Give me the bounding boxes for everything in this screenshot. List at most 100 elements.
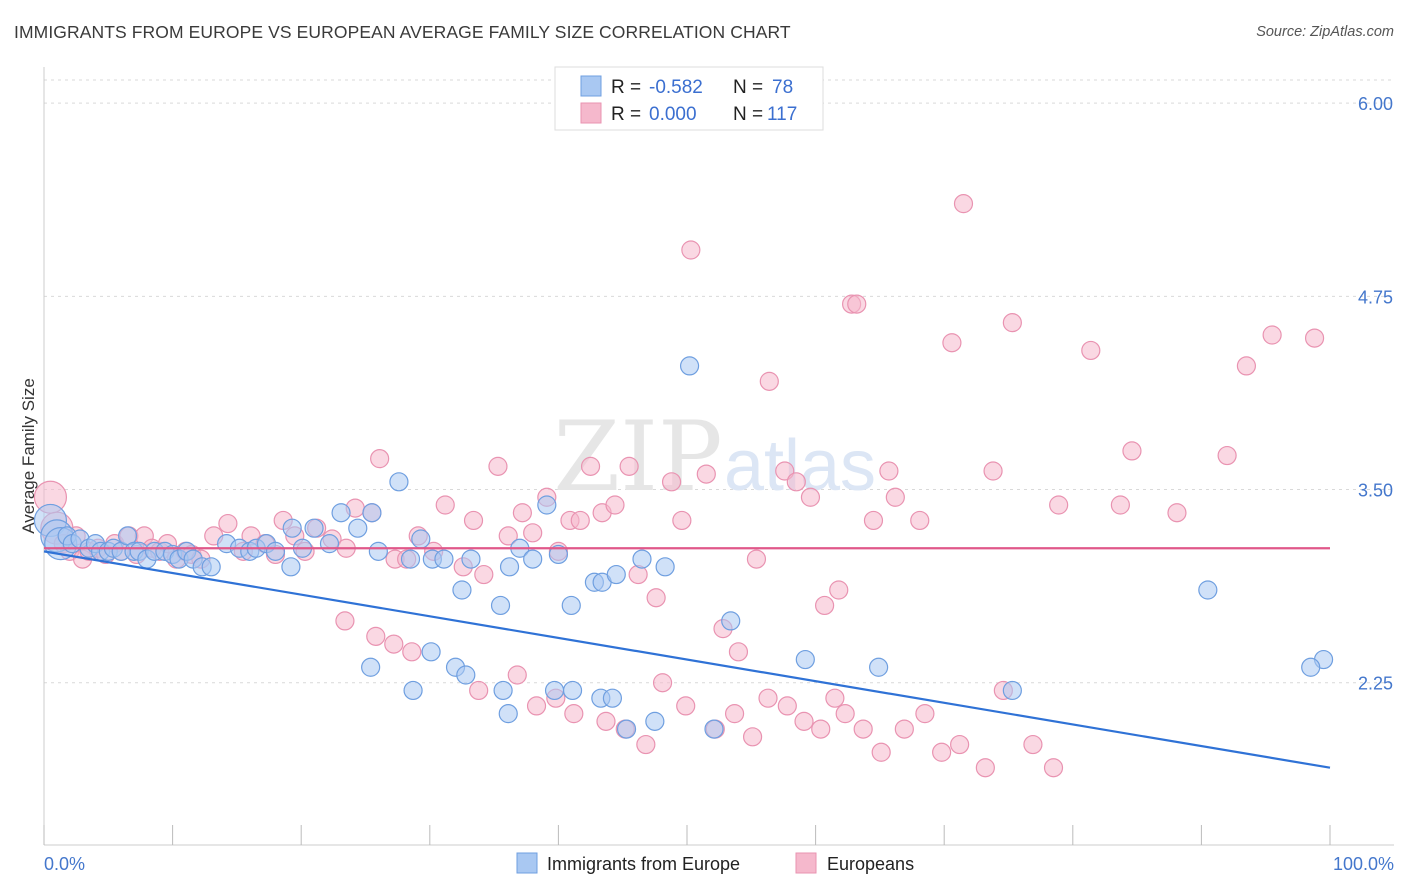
immigrants-point: [1198, 580, 1218, 600]
watermark: ZIP atlas: [553, 401, 876, 513]
immigrants-point: [201, 557, 221, 577]
europeans-point: [1167, 503, 1187, 523]
y-tick-label: 4.75: [1358, 287, 1393, 307]
europeans-point: [786, 472, 806, 492]
immigrants-point: [679, 356, 700, 376]
immigrants-point: [400, 549, 421, 569]
legend-r-value-pink: 0.000: [649, 104, 697, 125]
watermark-atlas: atlas: [724, 426, 876, 506]
europeans-point: [910, 510, 930, 531]
legend-swatch-pink: [580, 102, 602, 124]
europeans-point: [953, 194, 974, 214]
immigrants-point: [282, 518, 302, 538]
europeans-point: [1304, 328, 1325, 348]
europeans-point: [853, 719, 873, 739]
europeans-point: [636, 734, 656, 755]
immigrants-point: [537, 495, 557, 515]
europeans-point: [370, 449, 390, 469]
europeans-point: [800, 487, 821, 507]
europeans-point: [696, 464, 716, 484]
europeans-point: [526, 696, 547, 716]
europeans-point: [1236, 356, 1257, 376]
y-tick-labels: 6.00 4.75 3.50 2.25: [1358, 94, 1393, 694]
europeans-point: [681, 240, 701, 260]
europeans-point: [384, 634, 404, 654]
europeans-point: [523, 523, 543, 543]
bottom-legend-swatch-pink: [795, 852, 817, 874]
immigrants-point: [795, 649, 815, 670]
series-legend: Immigrants from Europe Europeans: [516, 852, 914, 874]
immigrants-point: [645, 711, 665, 731]
europeans-point: [1002, 313, 1022, 333]
europeans-point: [742, 727, 763, 747]
correlation-legend: R = -0.582 N = 78 R = 0.000 N = 117: [554, 66, 824, 131]
immigrants-point: [721, 611, 741, 631]
europeans-point: [871, 742, 891, 762]
europeans-point: [759, 371, 779, 391]
europeans-point: [580, 456, 601, 476]
europeans-point: [564, 704, 584, 724]
europeans-point: [661, 472, 682, 492]
y-tick-label: 6.00: [1358, 94, 1393, 114]
axes-layer: [43, 67, 1394, 846]
europeans-point: [1043, 758, 1064, 778]
immigrants-point: [434, 549, 454, 569]
y-axis-label: Average Family Size: [19, 378, 38, 534]
europeans-point: [932, 742, 952, 762]
europeans-point: [335, 611, 355, 631]
bottom-legend-swatch-blue: [516, 852, 538, 874]
europeans-point: [894, 719, 914, 739]
europeans-point: [605, 495, 625, 515]
legend-n-value-blue: 78: [772, 77, 793, 98]
immigrants-point: [632, 549, 652, 569]
chart-title: IMMIGRANTS FROM EUROPE VS EUROPEAN AVERA…: [14, 22, 791, 42]
bottom-legend-label-pink: Europeans: [827, 854, 914, 874]
y-tick-label: 3.50: [1358, 481, 1393, 501]
europeans-point: [724, 704, 745, 724]
immigrants-point: [499, 557, 520, 577]
legend-r-label-blue: R =: [611, 77, 641, 98]
immigrants-point: [361, 657, 381, 677]
europeans-point: [1081, 340, 1101, 361]
x-max-label: 100.0%: [1333, 854, 1394, 874]
immigrants-point: [704, 719, 724, 739]
europeans-point: [507, 665, 527, 685]
immigrants-point: [562, 680, 583, 701]
europeans-point: [366, 626, 386, 646]
trend-lines: [43, 547, 1331, 769]
immigrants-point: [1002, 680, 1022, 701]
series-europeans-points: [33, 194, 1325, 778]
immigrants-point: [452, 580, 472, 600]
immigrants-point: [493, 680, 513, 701]
europeans-point: [835, 704, 855, 724]
europeans-point: [811, 719, 831, 739]
europeans-point: [218, 513, 238, 534]
legend-r-value-blue: -0.582: [649, 77, 703, 98]
europeans-point: [915, 704, 935, 724]
immigrants-point: [561, 595, 581, 616]
europeans-point: [652, 673, 673, 693]
europeans-point: [474, 564, 494, 585]
europeans-point: [847, 294, 867, 314]
europeans-point: [777, 696, 797, 716]
legend-swatch-blue: [580, 75, 602, 97]
europeans-point: [498, 526, 518, 546]
europeans-point: [829, 580, 849, 600]
immigrants-point: [411, 529, 431, 549]
europeans-point: [885, 487, 905, 507]
europeans-point: [570, 510, 590, 531]
immigrants-point: [523, 549, 543, 569]
immigrants-point: [548, 544, 569, 565]
legend-n-value-pink: 117: [767, 104, 797, 125]
immigrants-point: [281, 557, 301, 577]
immigrants-point: [544, 680, 565, 701]
europeans-point: [1049, 495, 1069, 515]
europeans-point: [469, 680, 489, 701]
europeans-point: [825, 688, 845, 708]
legend-r-label-pink: R =: [611, 104, 641, 125]
europeans-point: [402, 642, 422, 662]
immigrants-point: [331, 503, 351, 523]
immigrants-point: [319, 534, 340, 554]
immigrants-point: [655, 557, 675, 577]
